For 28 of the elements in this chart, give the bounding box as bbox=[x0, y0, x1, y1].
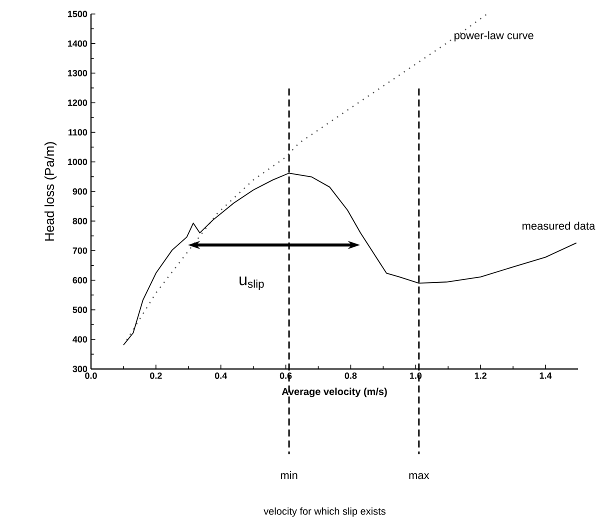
y-axis-title: Head loss (Pa/m) bbox=[44, 142, 57, 241]
annotation: u$_{slip}$ bbox=[240, 276, 264, 290]
y-tick-label: 900 bbox=[72, 188, 88, 195]
x-tick-label: 0.8 bbox=[344, 372, 357, 379]
ref-line-label: min bbox=[280, 471, 298, 480]
x-tick-label: 0.4 bbox=[214, 372, 228, 379]
y-tick-label: 1300 bbox=[68, 70, 88, 76]
text: measured data bbox=[522, 222, 596, 230]
y-tick-label: 1000 bbox=[68, 158, 88, 166]
y-tick-label: 800 bbox=[72, 218, 88, 224]
y-tick-label: 700 bbox=[72, 247, 88, 254]
x-tick-label: 1.0 bbox=[410, 372, 422, 379]
y-tick-label: 1500 bbox=[68, 10, 88, 18]
text: velocity for which slip exists bbox=[264, 507, 386, 517]
series-label: power-law curve bbox=[454, 31, 534, 42]
x-tick-label: 1.4 bbox=[540, 372, 552, 379]
y-tick-label: 1400 bbox=[68, 40, 88, 47]
y-tick-label: 1100 bbox=[68, 129, 88, 136]
x-tick-label: 0.2 bbox=[150, 372, 162, 379]
x-axis-title: Average velocity (m/s) bbox=[282, 388, 387, 398]
y-tick-label: 600 bbox=[72, 277, 88, 284]
ref-line-label: max bbox=[409, 473, 430, 480]
y-tick-label: 300 bbox=[72, 366, 88, 372]
x-tick-label: 1.2 bbox=[474, 372, 486, 379]
x-tick-label: 0.0 bbox=[85, 372, 97, 379]
y-tick-label: 1200 bbox=[68, 100, 88, 106]
y-tick-label: 500 bbox=[72, 306, 88, 314]
y-tick-label: 400 bbox=[72, 336, 88, 343]
